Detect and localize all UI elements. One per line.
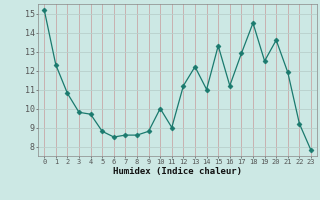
X-axis label: Humidex (Indice chaleur): Humidex (Indice chaleur) bbox=[113, 167, 242, 176]
